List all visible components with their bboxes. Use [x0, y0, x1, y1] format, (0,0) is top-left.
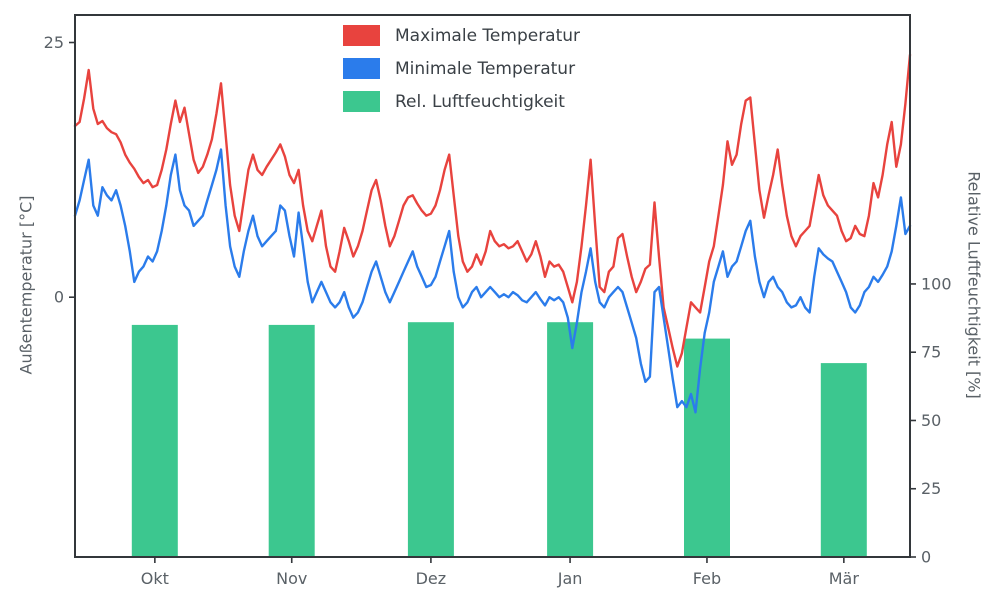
maximale-temperaturline — [73, 53, 912, 368]
left-tick-label: 0 — [54, 288, 64, 307]
humidity-bar-Jan — [547, 322, 594, 557]
legend-item-humidity: Rel. Luftfeuchtigkeit — [343, 91, 580, 112]
x-tick-label-Dez: Dez — [416, 569, 447, 588]
humidity-bar-Feb — [684, 338, 730, 557]
min-temp-swatch-icon — [343, 58, 380, 79]
right-tick-label: 50 — [921, 411, 941, 430]
x-tick-label-Jan: Jan — [557, 569, 583, 588]
humidity-bar-Mär — [820, 363, 867, 557]
x-tick-label-Mär: Mär — [829, 569, 860, 588]
right-axis-label: Relative Luftfeuchtigkeit [%] — [964, 171, 984, 399]
humidity-bar-Dez — [407, 322, 454, 557]
x-tick-label-Nov: Nov — [276, 569, 307, 588]
humidity-bar-Okt — [131, 324, 178, 557]
left-tick-label: 25 — [44, 33, 64, 52]
legend: Maximale Temperatur Minimale Temperatur … — [343, 25, 580, 112]
humidity-legend-label: Rel. Luftfeuchtigkeit — [395, 91, 565, 112]
right-tick-label: 100 — [921, 274, 952, 293]
x-tick-label-Okt: Okt — [141, 569, 169, 588]
humidity-bar-Nov — [268, 324, 315, 557]
min-temp-legend-label: Minimale Temperatur — [395, 58, 576, 79]
humidity-swatch-icon — [343, 91, 380, 112]
plot-frame — [74, 14, 911, 558]
x-tick-label-Feb: Feb — [693, 569, 721, 588]
legend-item-min-temp: Minimale Temperatur — [343, 58, 580, 79]
right-tick-label: 0 — [921, 548, 931, 567]
minimale-temperaturline — [73, 148, 912, 414]
left-axis-label: Außentemperatur [°C] — [16, 195, 36, 375]
max-temp-legend-label: Maximale Temperatur — [395, 25, 581, 46]
max-temp-swatch-icon — [343, 25, 380, 46]
right-tick-label: 75 — [921, 343, 941, 362]
legend-item-max-temp: Maximale Temperatur — [343, 25, 580, 46]
right-tick-label: 25 — [921, 479, 941, 498]
